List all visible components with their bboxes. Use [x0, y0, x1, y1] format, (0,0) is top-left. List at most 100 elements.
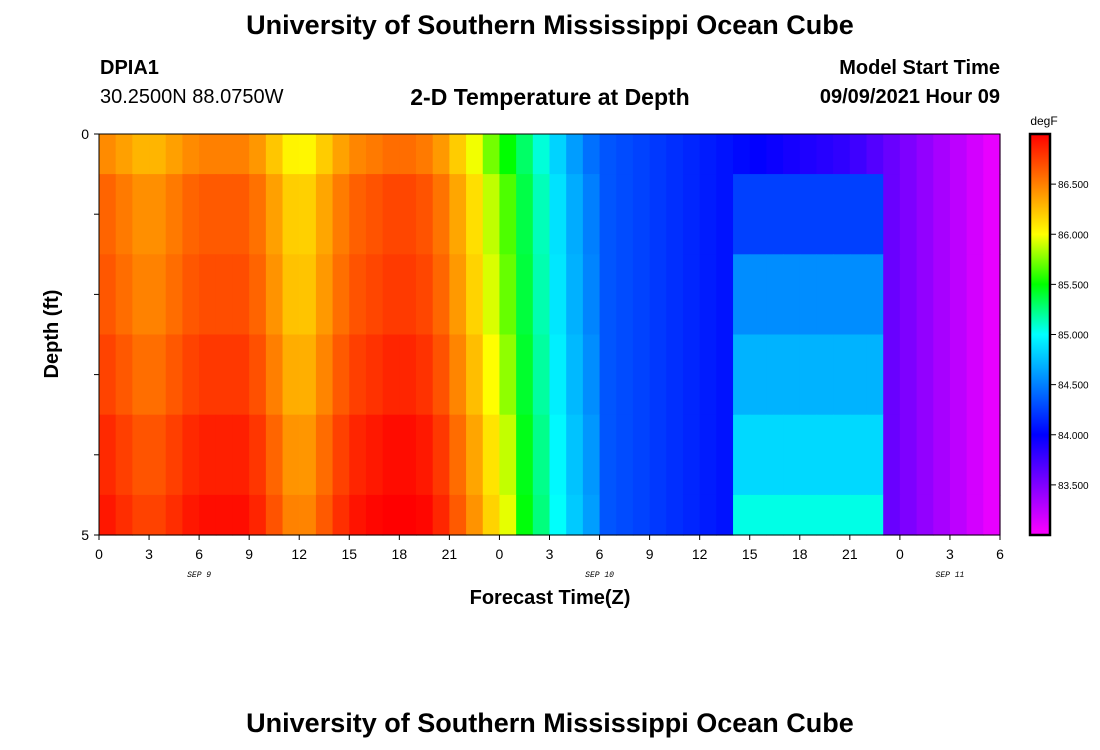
heatmap-cell [466, 334, 484, 416]
heatmap-cell [866, 254, 884, 336]
heatmap-cell [416, 414, 434, 496]
heatmap-cell [115, 334, 133, 416]
heatmap-cell [849, 414, 868, 496]
heatmap-cell [616, 254, 634, 336]
heatmap-cell [883, 254, 901, 336]
heatmap-cell [599, 334, 617, 416]
heatmap-cell [616, 174, 634, 255]
model-start-label: Model Start Time [839, 57, 1000, 79]
heatmap-cell [132, 334, 150, 416]
heatmap-cell [916, 134, 934, 175]
heatmap-cell [549, 174, 567, 255]
x-axis-label: Forecast Time(Z) [470, 587, 631, 609]
heatmap-cell [332, 254, 350, 336]
x-tick-label: 3 [546, 546, 554, 562]
heatmap-cell [666, 334, 684, 416]
heatmap-cell [299, 254, 317, 336]
heatmap-cell [449, 414, 467, 496]
heatmap-cell [532, 134, 551, 175]
heatmap-cell [749, 334, 768, 416]
heatmap-cell [916, 334, 934, 416]
heatmap-cell [849, 254, 868, 336]
heatmap-cell [983, 494, 1001, 536]
x-tick-label: 6 [996, 546, 1004, 562]
heatmap-cell [115, 134, 133, 175]
heatmap-cell [849, 494, 868, 536]
heatmap-cell [816, 414, 834, 496]
heatmap-cell [432, 254, 450, 336]
heatmap-cell [849, 134, 868, 175]
heatmap-cell [632, 334, 651, 416]
heatmap-cell [349, 254, 367, 336]
heatmap-cell [616, 134, 634, 175]
x-tick-label: 15 [742, 546, 758, 562]
heatmap-cell [282, 254, 300, 336]
heatmap-cell [916, 414, 934, 496]
heatmap-cell [165, 134, 184, 175]
heatmap-cell [282, 494, 300, 536]
heatmap-cell [199, 334, 217, 416]
heatmap-cell [599, 254, 617, 336]
heatmap-cell [365, 494, 384, 536]
heatmap-cell [916, 494, 934, 536]
heatmap-cell [883, 414, 901, 496]
x-axis: 0 3 6 9 12 15 18 21 0 3 6 9 12 15 18 21 0 3 6 [95, 535, 1004, 562]
heatmap-cell [232, 174, 250, 255]
heatmap-cell [966, 414, 984, 496]
heatmap-cell [666, 494, 684, 536]
heatmap-cell [699, 334, 717, 416]
heatmap-cell [215, 494, 234, 536]
heatmap-cell [299, 334, 317, 416]
heatmap-cell [816, 494, 834, 536]
heatmap-cell [649, 334, 667, 416]
heatmap-cell [132, 174, 150, 255]
heatmap-cell [833, 134, 851, 175]
heatmap-cell [966, 254, 984, 336]
heatmap-cell [949, 174, 968, 255]
heatmap-cell [516, 174, 534, 255]
heatmap-cell [149, 174, 167, 255]
heatmap-cell [566, 134, 584, 175]
heatmap-cell [382, 414, 400, 496]
heatmap-cell [883, 174, 901, 255]
heatmap-cell [966, 134, 984, 175]
heatmap-cell [215, 254, 234, 336]
heatmap-cell [949, 414, 968, 496]
heatmap-cell [666, 254, 684, 336]
x-tick-label: 18 [392, 546, 408, 562]
heatmap-cell [516, 334, 534, 416]
heatmap-cell [99, 414, 117, 496]
heatmap-cell [416, 174, 434, 255]
heatmap-cell [365, 254, 384, 336]
heatmap-cell [315, 254, 334, 336]
colorbar-tick-label: 84.000 [1058, 431, 1089, 442]
station-coords: 30.2500N 88.0750W [100, 86, 284, 108]
heatmap-cell [632, 254, 651, 336]
heatmap-cell [582, 254, 601, 336]
x-tick-label: 0 [496, 546, 504, 562]
colorbar: degF 86.500 86.000 85.500 85.000 84.500 84.00… [1028, 114, 1089, 537]
heatmap-cell [599, 134, 617, 175]
heatmap-cell [299, 134, 317, 175]
heatmap-cell [749, 254, 768, 336]
heatmap-cell [949, 334, 968, 416]
heatmap-cell [899, 254, 918, 336]
heatmap-cell [466, 494, 484, 536]
heatmap-cell [966, 174, 984, 255]
heatmap-cell [499, 494, 517, 536]
heatmap-cell [799, 414, 818, 496]
heatmap-cell [833, 334, 851, 416]
heatmap-cell [149, 414, 167, 496]
x-tick-label: 9 [245, 546, 253, 562]
heatmap-cell [332, 494, 350, 536]
heatmap-cell [599, 174, 617, 255]
heatmap-cell [899, 494, 918, 536]
heatmap-cell [949, 494, 968, 536]
heatmap-cell [466, 414, 484, 496]
heatmap-cell [165, 414, 184, 496]
y-tick-label: 5 [81, 527, 89, 543]
heatmap-cell [299, 414, 317, 496]
heatmap-cell [616, 494, 634, 536]
heatmap-cell [599, 494, 617, 536]
heatmap-cell [349, 134, 367, 175]
